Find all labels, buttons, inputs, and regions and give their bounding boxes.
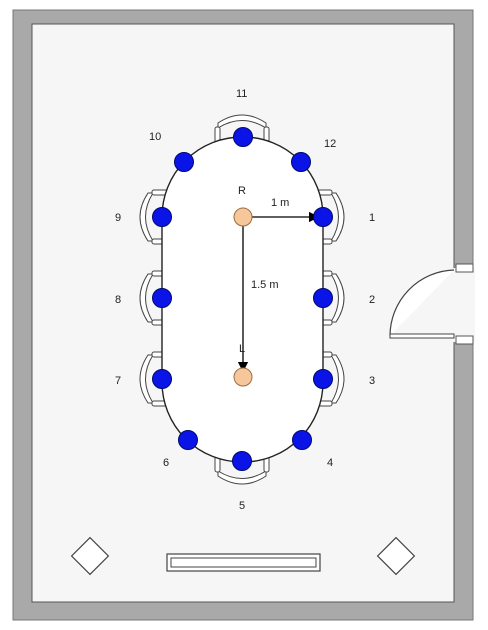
seat-label-6: 6 xyxy=(163,457,169,469)
seat-marker-9 xyxy=(152,207,172,227)
seat-label-10: 10 xyxy=(149,131,161,143)
seat-marker-5 xyxy=(232,451,252,471)
seat-label-7: 7 xyxy=(115,375,121,387)
seat-markers xyxy=(152,127,333,471)
display-bar xyxy=(166,553,321,572)
seat-marker-8 xyxy=(152,288,172,308)
seat-label-1: 1 xyxy=(369,212,375,224)
seat-label-4: 4 xyxy=(327,457,333,469)
speaker-left xyxy=(70,536,110,576)
door xyxy=(389,263,475,345)
seat-marker-1 xyxy=(313,207,333,227)
seat-label-2: 2 xyxy=(369,294,375,306)
seat-label-11: 11 xyxy=(236,88,247,100)
dimension-label-horizontal: 1 m xyxy=(271,197,289,209)
seat-marker-10 xyxy=(174,152,194,172)
seat-marker-11 xyxy=(233,127,253,147)
seat-marker-2 xyxy=(313,288,333,308)
seat-label-3: 3 xyxy=(369,375,375,387)
seat-label-5: 5 xyxy=(239,500,245,512)
seat-marker-12 xyxy=(291,152,311,172)
seat-marker-7 xyxy=(152,369,172,389)
seat-label-9: 9 xyxy=(115,212,121,224)
seat-marker-4 xyxy=(292,430,312,450)
point-label-r: R xyxy=(238,185,246,197)
seat-marker-3 xyxy=(313,369,333,389)
source-marker-r xyxy=(233,207,253,227)
dimension-label-vertical: 1.5 m xyxy=(251,279,279,291)
source-marker-l xyxy=(233,367,253,387)
seat-label-12: 12 xyxy=(324,138,336,150)
speaker-right xyxy=(376,536,416,576)
seat-label-8: 8 xyxy=(115,294,121,306)
point-label-l: L xyxy=(239,343,245,355)
seat-marker-6 xyxy=(178,430,198,450)
